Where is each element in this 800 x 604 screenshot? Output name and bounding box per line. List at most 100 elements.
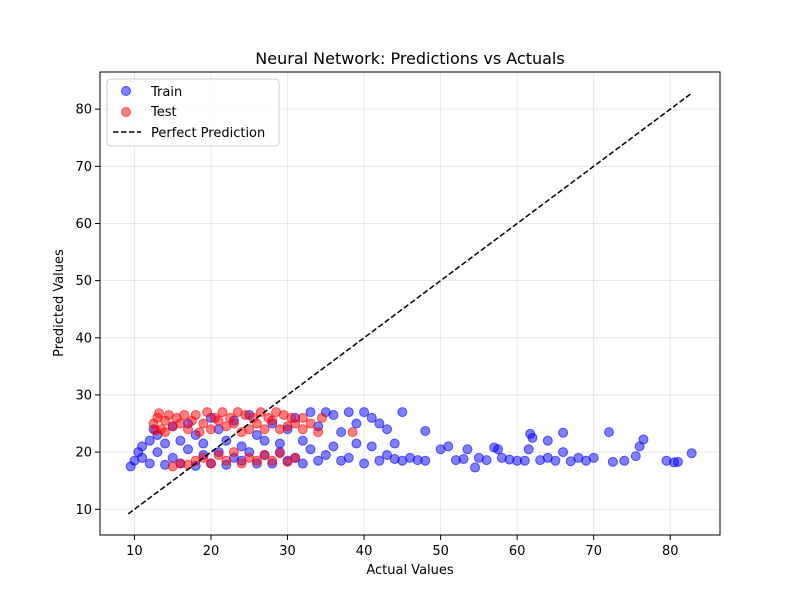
x-axis-label: Actual Values [366,563,454,578]
train-point [152,447,163,458]
x-tick-label: 20 [203,544,220,559]
train-point [305,407,316,418]
test-point [313,427,324,438]
x-tick-label: 70 [585,544,602,559]
test-point [297,424,308,435]
train-point [493,444,504,455]
test-point [267,455,278,466]
test-point [217,407,228,418]
y-tick-label: 40 [75,331,92,346]
train-point [389,438,400,449]
y-axis-label: Predicted Values [52,249,67,357]
train-point [443,441,454,452]
train-point [470,462,481,473]
train-point [137,441,148,452]
test-point [150,425,161,436]
chart-title: Neural Network: Predictions vs Actuals [255,49,564,68]
train-point [274,438,285,449]
train-point [251,429,262,440]
test-point [183,424,194,435]
train-point [630,451,641,462]
test-point [213,449,224,460]
train-point [558,447,569,458]
x-tick-label: 80 [662,544,679,559]
y-tick-label: 10 [75,503,92,518]
train-point [144,458,155,469]
test-point [316,412,327,423]
test-point [160,427,171,438]
legend-label-train: Train [150,85,182,100]
train-point [619,455,630,466]
test-point [221,455,232,466]
test-point [228,447,239,458]
train-point [397,407,408,418]
test-point [251,455,262,466]
series-test [148,407,358,472]
train-point [462,444,473,455]
test-point [175,418,186,429]
test-point [205,458,216,469]
train-point [336,427,347,438]
train-point [359,407,370,418]
test-point [305,418,316,429]
test-point [190,409,201,420]
train-point [175,435,186,446]
y-tick-label: 80 [75,103,92,118]
train-point [297,458,308,469]
test-point [153,408,164,419]
y-tick-label: 20 [75,446,92,461]
x-tick-label: 10 [126,544,143,559]
train-point [458,453,469,464]
legend-marker-train [121,86,131,96]
x-tick-label: 30 [279,544,296,559]
train-point [366,412,377,423]
plot-layer [125,91,697,515]
train-point [420,425,431,436]
x-tick-label: 60 [509,544,526,559]
test-point [347,427,358,438]
train-point [297,435,308,446]
y-tick-label: 50 [75,274,92,289]
test-point [244,424,255,435]
train-point [328,441,339,452]
test-point [274,448,285,459]
test-point [297,412,308,423]
test-point [236,458,247,469]
grid-layer [100,72,720,535]
test-point [205,424,216,435]
test-point [179,409,190,420]
train-point [313,455,324,466]
test-point [259,424,270,435]
train-point [607,456,618,467]
legend-box [106,78,280,147]
train-point [604,427,615,438]
train-point [638,434,649,445]
legend-label-perfect-prediction: Perfect Prediction [151,126,265,141]
train-point [259,435,270,446]
legend-marker-test [121,107,131,117]
train-point [137,452,148,463]
train-point [481,455,492,466]
train-point [588,452,599,463]
train-point [198,438,209,449]
train-point [558,427,569,438]
train-point [382,424,393,435]
train-point [542,435,553,446]
train-point [686,448,697,459]
train-point [374,455,385,466]
perfect-prediction-line [127,91,693,515]
train-point [523,444,534,455]
train-point [236,441,247,452]
x-tick-label: 50 [432,544,449,559]
train-point [672,456,683,467]
test-point [259,449,270,460]
plot-frame [99,71,721,536]
legend-label-test: Test [150,105,177,120]
train-point [167,452,178,463]
test-point [282,456,293,467]
train-point [343,407,354,418]
test-point [228,418,239,429]
test-point [267,415,278,426]
y-tick-label: 70 [75,160,92,175]
